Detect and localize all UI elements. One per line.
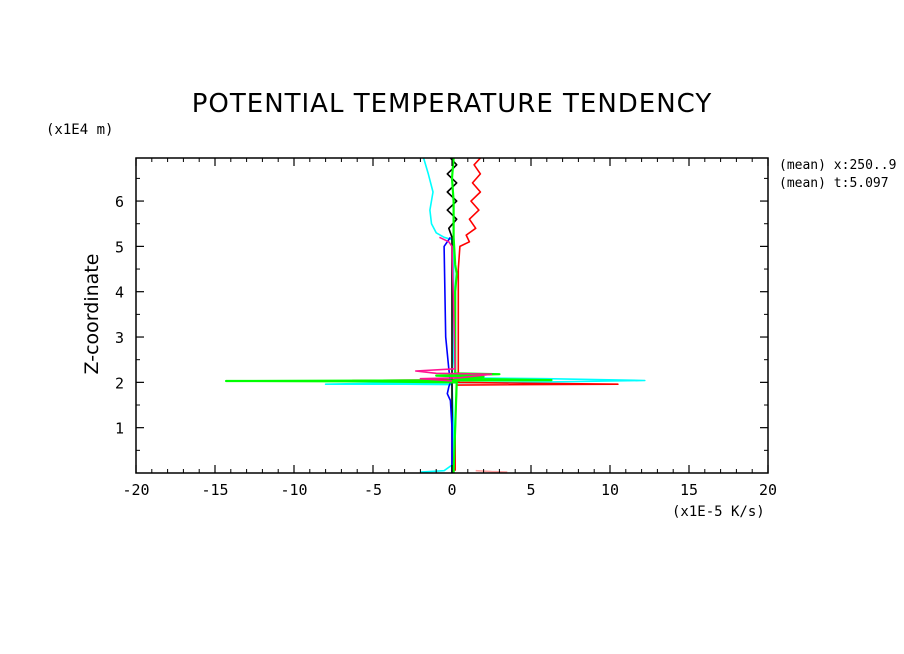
x-tick-label: -15 (201, 481, 228, 499)
series-line-1 (351, 157, 619, 471)
x-tick-label: 15 (680, 481, 698, 499)
x-tick-label: 10 (601, 481, 619, 499)
annotation-x-mean: (mean) x:250..9 (779, 158, 896, 173)
y-axis-label: Z-coordinate (81, 254, 103, 375)
x-tick-label: 5 (526, 481, 535, 499)
x-axis-label: (x1E-5 K/s) (672, 504, 765, 520)
y-tick-label: 1 (115, 420, 124, 438)
chart-title: POTENTIAL TEMPERATURE TENDENCY (192, 89, 713, 119)
y-tick-label: 2 (115, 374, 124, 392)
y-tick-label: 5 (115, 238, 124, 256)
y-unit-label: (x1E4 m) (46, 122, 113, 138)
x-tick-labels: -20 -15 -10 -5 0 5 10 15 20 (122, 481, 777, 499)
series-layer (225, 157, 646, 474)
y-tick-label: 4 (115, 284, 124, 302)
annotation-t-mean: (mean) t:5.097 (779, 176, 889, 191)
y-tick-label: 3 (115, 329, 124, 347)
x-tick-label: -5 (364, 481, 382, 499)
series-line-6 (475, 469, 508, 473)
x-tick-label: -20 (122, 481, 149, 499)
plot-frame (135, 157, 769, 474)
x-tick-label: -10 (280, 481, 307, 499)
series-line-5 (414, 236, 493, 382)
series-line-0 (324, 157, 646, 473)
series-line-3 (443, 236, 453, 473)
y-tick-label: 6 (115, 193, 124, 211)
series-line-4 (225, 157, 553, 474)
x-tick-label: 20 (759, 481, 777, 499)
x-tick-label: 0 (447, 481, 456, 499)
y-tick-labels: 1 2 3 4 5 6 (115, 193, 124, 438)
